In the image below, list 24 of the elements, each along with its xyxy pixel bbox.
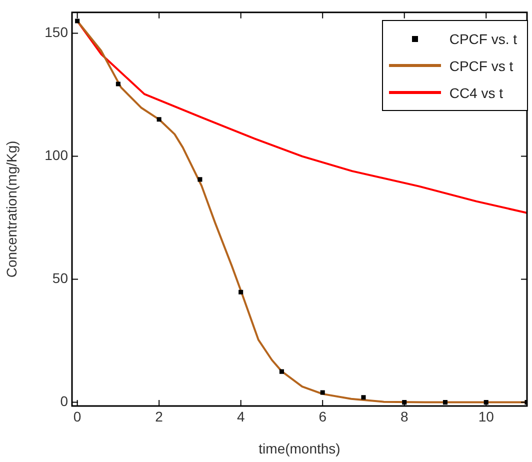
y-tick-label: 0	[60, 393, 68, 410]
x-tick-label: 0	[73, 408, 82, 424]
legend-label: CC4 vs t	[449, 84, 504, 100]
x-axis-title: time(months)	[258, 440, 340, 456]
y-tick-label: 100	[44, 147, 68, 164]
y-axis-title: Concentration(mg/Kg)	[3, 140, 20, 278]
x-tick-label: 8	[400, 408, 408, 424]
point	[238, 290, 244, 294]
y-tick-label: 50	[52, 270, 68, 286]
x-tick-label: 2	[155, 408, 164, 424]
point	[361, 395, 366, 400]
y-tick-label: 150	[44, 24, 68, 40]
point	[320, 390, 325, 395]
x-tick-label: 4	[236, 408, 245, 424]
x-tick-label: 10	[478, 408, 494, 424]
point	[279, 369, 284, 374]
point	[442, 400, 448, 405]
point	[198, 177, 202, 182]
point	[156, 117, 162, 122]
point	[116, 82, 120, 86]
legend-label: CPCF vs t	[449, 58, 514, 74]
point	[75, 18, 80, 24]
x-tick-label: 6	[318, 408, 327, 424]
legend-label: CPCF vs. t	[449, 30, 517, 46]
